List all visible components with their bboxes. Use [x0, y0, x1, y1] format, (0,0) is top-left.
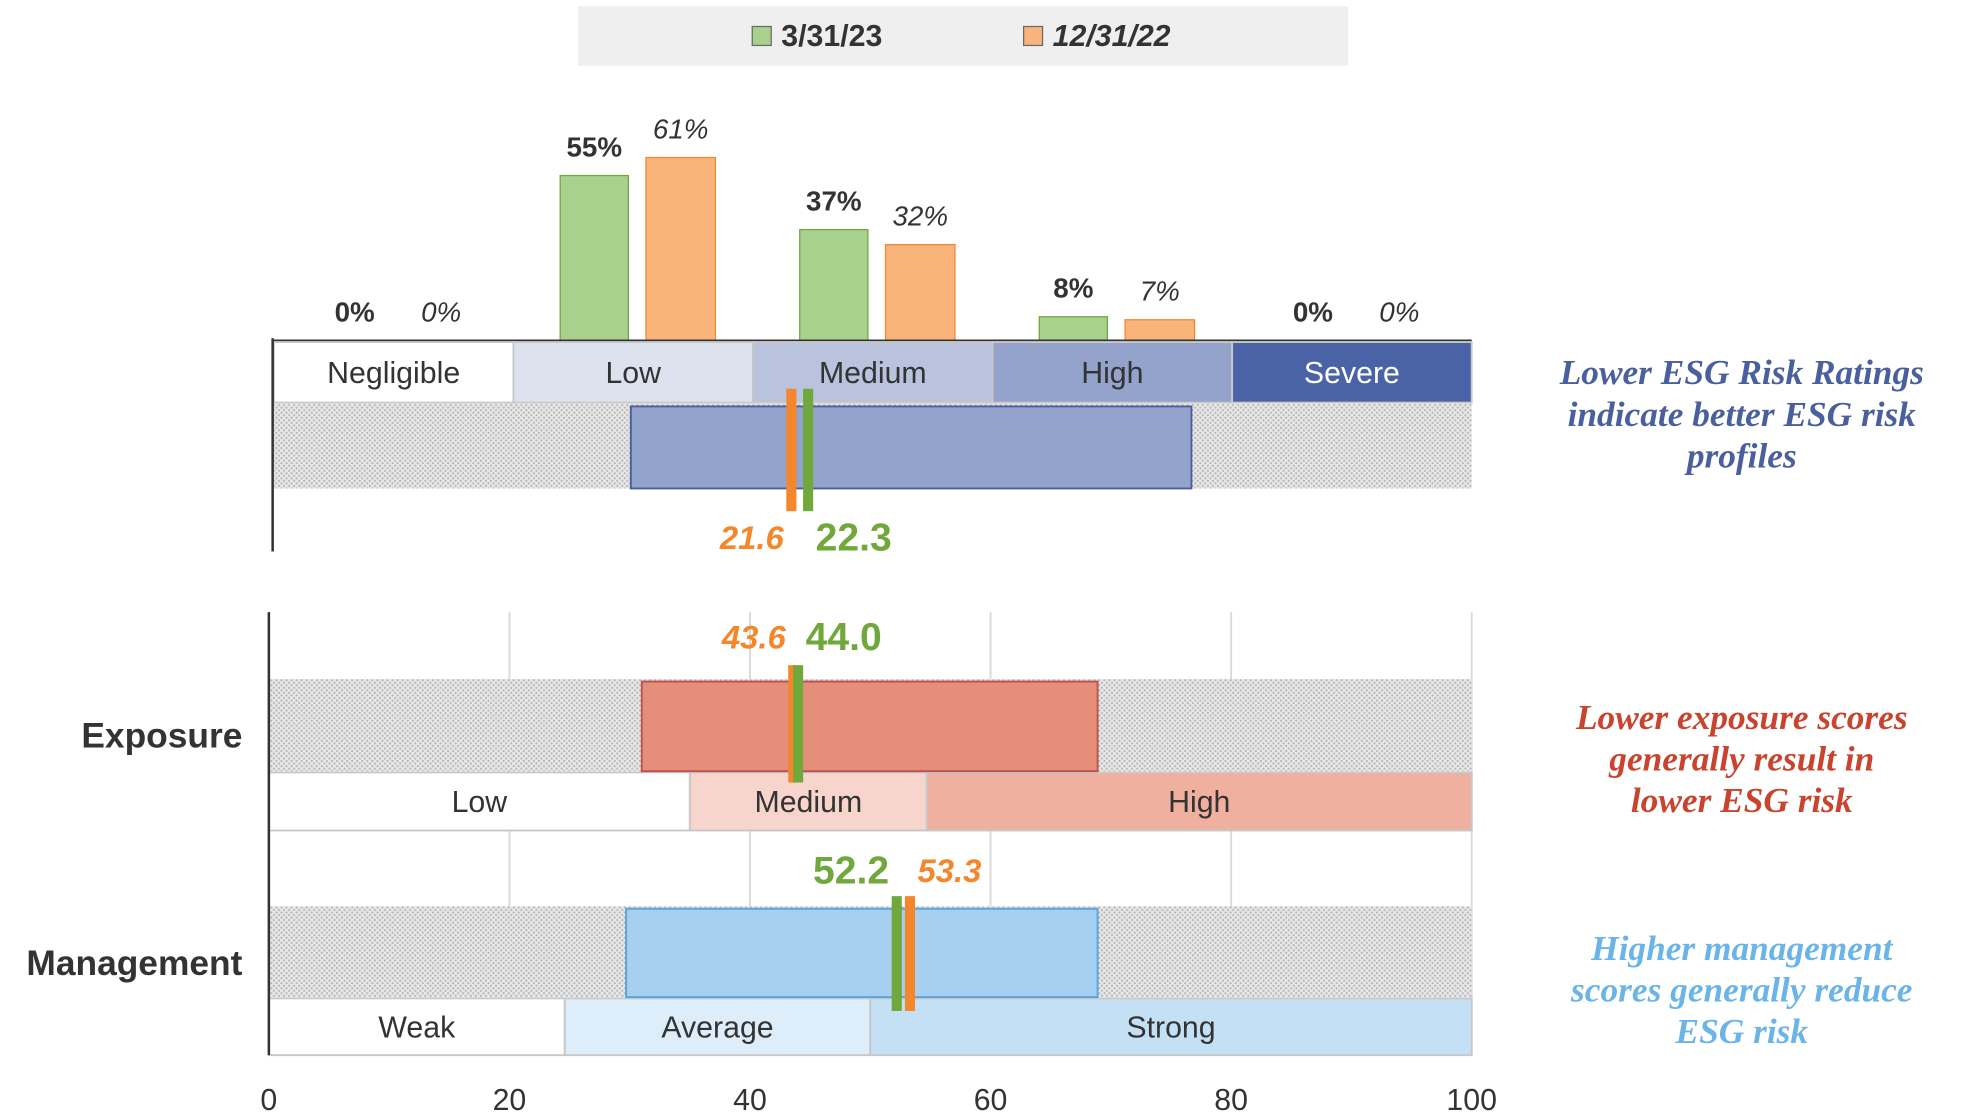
value-label: 7% [1140, 276, 1180, 307]
score-label: 22.3 [816, 517, 892, 560]
band-label: Low [452, 786, 508, 819]
range-box [640, 680, 1099, 773]
score-marker [793, 665, 804, 783]
band-label: Medium [754, 786, 862, 819]
bar [645, 156, 717, 342]
value-label: 0% [1379, 297, 1419, 328]
value-label: 55% [566, 131, 622, 162]
x-tick-label: 0 [260, 1084, 277, 1117]
band-label: Average [661, 1011, 773, 1044]
band-label: High [1168, 786, 1230, 819]
note: scores generally reduce [1570, 970, 1912, 1009]
category-band [1231, 341, 1473, 404]
bar [1038, 316, 1109, 342]
range-box [625, 907, 1099, 999]
legend-box [578, 6, 1348, 66]
category-band [869, 997, 1473, 1057]
score-label: 53.3 [918, 852, 982, 889]
band-label: Negligible [327, 357, 460, 390]
bar [799, 229, 869, 342]
score-label: 44.0 [806, 616, 882, 659]
note: indicate better ESG risk [1568, 395, 1917, 434]
value-label: 8% [1053, 273, 1093, 304]
category-band [563, 997, 872, 1057]
value-label: 0% [335, 297, 375, 328]
band-label: Strong [1126, 1011, 1215, 1044]
band-label: Severe [1304, 357, 1400, 390]
legend-label: 3/31/23 [781, 20, 882, 53]
note: lower ESG risk [1631, 781, 1853, 820]
category-band [688, 771, 928, 832]
note: generally result in [1608, 739, 1874, 778]
band-label: High [1081, 357, 1143, 390]
x-tick-label: 80 [1214, 1084, 1248, 1117]
category-band [512, 341, 754, 404]
score-label: 21.6 [719, 519, 785, 556]
row-label: Management [26, 944, 242, 983]
score-marker [904, 896, 916, 1011]
range-box [629, 405, 1193, 490]
score-marker [786, 388, 797, 512]
category-band [272, 341, 515, 404]
bar [559, 174, 629, 342]
value-label: 61% [653, 113, 709, 144]
legend-swatch [751, 25, 772, 47]
note: Lower ESG Risk Ratings [1559, 353, 1924, 392]
value-label: 0% [1293, 297, 1333, 328]
note: profiles [1684, 437, 1797, 476]
score-label: 43.6 [721, 619, 787, 656]
band-label: Medium [819, 357, 927, 390]
category-band [925, 771, 1473, 832]
note: ESG risk [1675, 1012, 1809, 1051]
note: Higher management [1590, 929, 1893, 968]
x-tick-label: 40 [733, 1084, 767, 1117]
score-marker [891, 896, 902, 1011]
band-label: Weak [378, 1011, 456, 1044]
x-tick-label: 60 [974, 1084, 1008, 1117]
legend-label: 12/31/22 [1053, 20, 1171, 53]
score-marker [803, 388, 814, 512]
bar [884, 244, 956, 342]
value-label: 37% [806, 185, 862, 216]
legend-swatch [1022, 25, 1044, 47]
category-band [267, 771, 691, 832]
value-label: 0% [421, 297, 461, 328]
score-label: 52.2 [813, 850, 889, 893]
bar [1124, 319, 1196, 342]
x-tick-label: 20 [493, 1084, 527, 1117]
row-label: Exposure [81, 717, 242, 756]
band-label: Low [605, 357, 661, 390]
value-label: 32% [892, 200, 948, 231]
x-tick-label: 100 [1446, 1084, 1497, 1117]
note: Lower exposure scores [1575, 698, 1908, 737]
category-band [991, 341, 1234, 404]
